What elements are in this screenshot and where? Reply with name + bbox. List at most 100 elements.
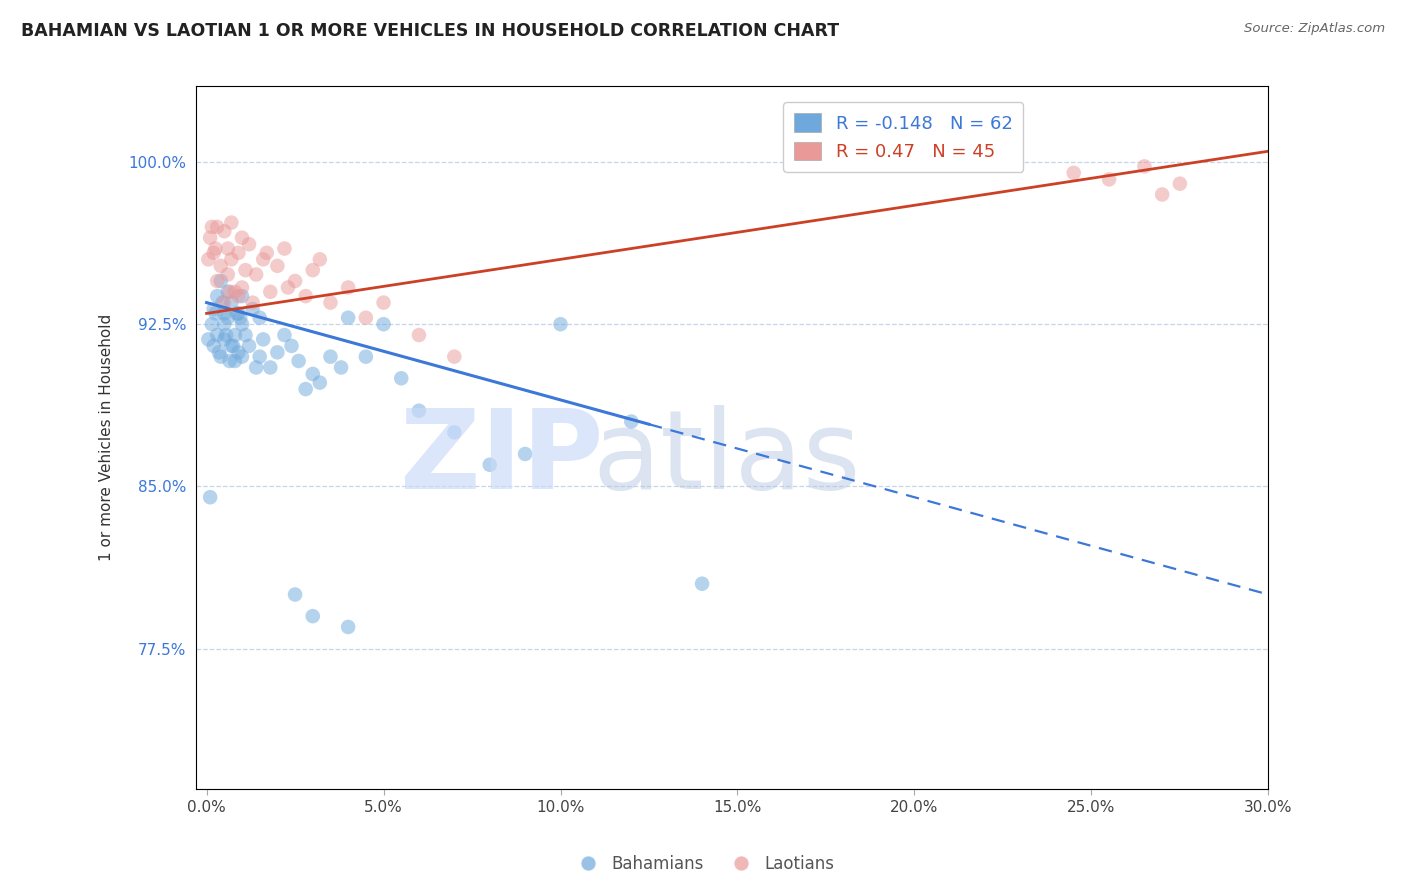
Point — [259, 360, 281, 375]
Point — [259, 285, 281, 299]
Point — [205, 219, 228, 234]
Point — [221, 295, 243, 310]
Point — [550, 317, 572, 331]
Point — [217, 242, 239, 256]
Point — [1098, 172, 1121, 186]
Point — [354, 310, 377, 325]
Point — [204, 242, 226, 256]
Point — [204, 306, 226, 320]
Point — [337, 310, 360, 325]
Point — [1168, 177, 1191, 191]
Point — [205, 289, 228, 303]
Point — [198, 231, 221, 245]
Point — [225, 306, 247, 320]
Point — [231, 289, 253, 303]
Point — [319, 350, 342, 364]
Point — [214, 317, 236, 331]
Text: Source: ZipAtlas.com: Source: ZipAtlas.com — [1244, 22, 1385, 36]
Point — [228, 289, 250, 303]
Point — [235, 263, 257, 277]
Point — [221, 216, 243, 230]
Point — [209, 350, 232, 364]
Point — [245, 360, 267, 375]
Point — [205, 328, 228, 343]
Point — [242, 302, 264, 317]
Point — [201, 317, 224, 331]
Point — [201, 219, 224, 234]
Point — [408, 403, 430, 417]
Point — [284, 588, 307, 602]
Text: BAHAMIAN VS LAOTIAN 1 OR MORE VEHICLES IN HOUSEHOLD CORRELATION CHART: BAHAMIAN VS LAOTIAN 1 OR MORE VEHICLES I… — [21, 22, 839, 40]
Point — [1063, 166, 1085, 180]
Point — [218, 354, 240, 368]
Point — [373, 317, 395, 331]
Point — [215, 328, 238, 343]
Point — [221, 339, 243, 353]
Point — [224, 328, 246, 343]
Point — [319, 295, 342, 310]
Point — [217, 268, 239, 282]
Point — [231, 280, 253, 294]
Point — [301, 263, 323, 277]
Point — [222, 339, 245, 353]
Point — [301, 609, 323, 624]
Point — [337, 280, 360, 294]
Point — [252, 332, 274, 346]
Point — [209, 274, 232, 288]
Point — [513, 447, 536, 461]
Point — [231, 317, 253, 331]
Text: ZIP: ZIP — [401, 405, 603, 512]
Point — [198, 490, 221, 504]
Point — [273, 328, 295, 343]
Point — [214, 295, 236, 310]
Point — [443, 350, 465, 364]
Point — [1133, 160, 1156, 174]
Point — [478, 458, 501, 472]
Point — [238, 237, 260, 252]
Point — [217, 285, 239, 299]
Point — [197, 332, 219, 346]
Point — [231, 231, 253, 245]
Point — [214, 306, 236, 320]
Point — [231, 350, 253, 364]
Point — [284, 274, 307, 288]
Legend: Bahamians, Laotians: Bahamians, Laotians — [565, 848, 841, 880]
Text: atlas: atlas — [592, 405, 860, 512]
Point — [238, 339, 260, 353]
Point — [1152, 187, 1174, 202]
Point — [277, 280, 299, 294]
Point — [217, 310, 239, 325]
Point — [308, 376, 330, 390]
Point — [228, 306, 250, 320]
Y-axis label: 1 or more Vehicles in Household: 1 or more Vehicles in Household — [100, 314, 114, 561]
Point — [235, 328, 257, 343]
Point — [214, 332, 236, 346]
Point — [245, 268, 267, 282]
Point — [214, 224, 236, 238]
Point — [197, 252, 219, 267]
Point — [221, 252, 243, 267]
Point — [242, 295, 264, 310]
Point — [252, 252, 274, 267]
Point — [218, 285, 240, 299]
Point — [224, 285, 246, 299]
Point — [229, 310, 252, 325]
Point — [202, 339, 225, 353]
Point — [301, 367, 323, 381]
Point — [330, 360, 353, 375]
Point — [273, 242, 295, 256]
Point — [337, 620, 360, 634]
Point — [280, 339, 302, 353]
Point — [208, 345, 231, 359]
Point — [373, 295, 395, 310]
Point — [287, 354, 309, 368]
Point — [408, 328, 430, 343]
Point — [209, 259, 232, 273]
Point — [690, 576, 713, 591]
Point — [256, 245, 278, 260]
Point — [202, 245, 225, 260]
Point — [266, 259, 288, 273]
Point — [266, 345, 288, 359]
Point — [620, 415, 643, 429]
Point — [224, 354, 246, 368]
